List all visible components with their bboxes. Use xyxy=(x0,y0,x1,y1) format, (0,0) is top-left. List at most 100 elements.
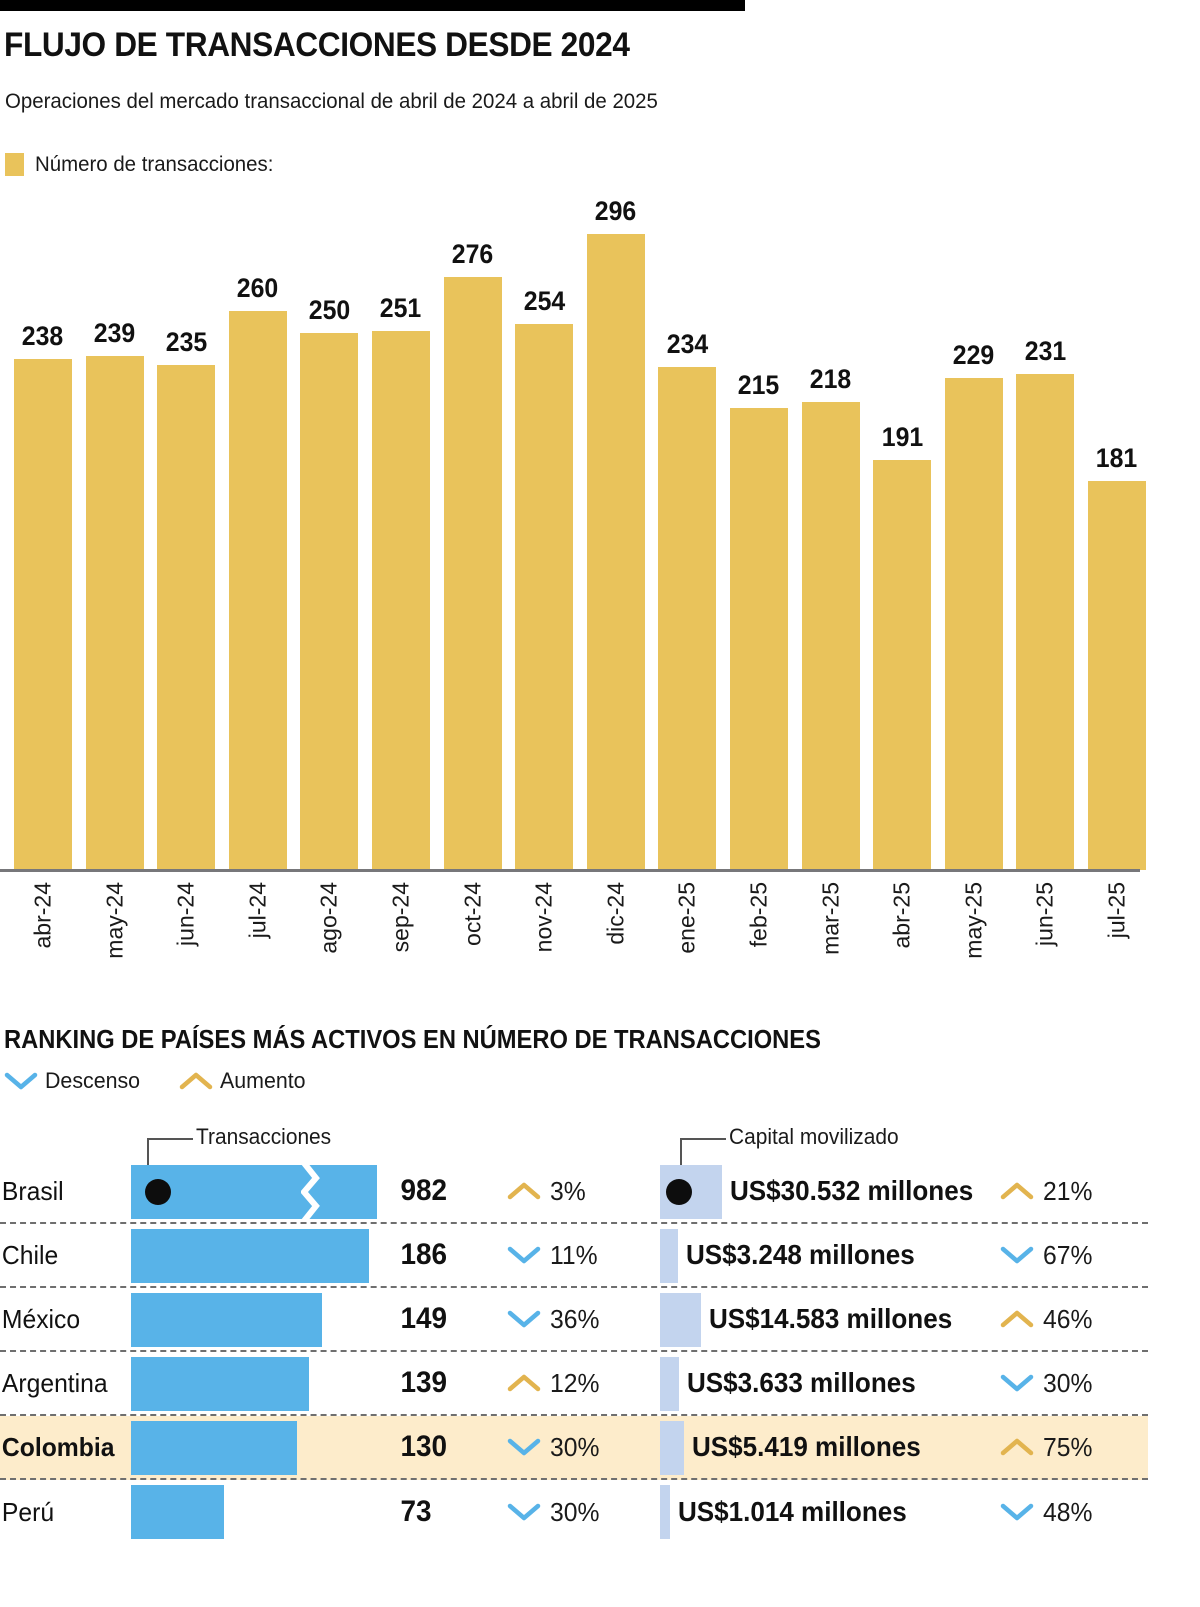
capital-change: 75% xyxy=(1000,1432,1148,1463)
transactions-value: 73 xyxy=(399,1495,431,1528)
capital-value: US$3.248 millones xyxy=(685,1239,915,1270)
bar-rect xyxy=(157,365,216,870)
x-axis-label: may-24 xyxy=(101,882,128,959)
callout-leader-line-2 xyxy=(680,1138,726,1167)
transactions-value: 982 xyxy=(399,1174,447,1207)
table-row: México 149 36% US$14.583 millones 46% xyxy=(0,1288,1148,1352)
capital-bar xyxy=(659,1357,679,1411)
capital-cell: US$1.014 millones xyxy=(659,1480,1000,1544)
capital-value: US$3.633 millones xyxy=(686,1367,916,1398)
bar-rect xyxy=(944,378,1003,870)
transactions-bar xyxy=(131,1421,298,1475)
capital-change: 30% xyxy=(1000,1368,1148,1399)
x-axis-label-cell: ene-25 xyxy=(658,878,716,996)
x-axis-label-cell: jun-24 xyxy=(157,878,215,996)
transactions-change-pct: 12% xyxy=(550,1367,600,1398)
legend-label: Número de transacciones: xyxy=(35,152,274,176)
x-axis-label-cell: jul-25 xyxy=(1088,878,1146,996)
transactions-bar-cell xyxy=(131,1416,392,1478)
transactions-change-pct: 11% xyxy=(550,1239,598,1270)
capital-cell: US$5.419 millones xyxy=(659,1416,1000,1478)
transactions-change: 30% xyxy=(507,1432,660,1463)
x-axis-label-cell: abr-25 xyxy=(873,878,931,996)
capital-bar xyxy=(659,1485,670,1539)
country-name: Colombia xyxy=(1,1431,115,1462)
bar-column: 260 xyxy=(228,190,287,870)
transactions-change-pct: 30% xyxy=(550,1496,600,1527)
bar-value-label: 239 xyxy=(93,318,136,348)
bar-value-label: 296 xyxy=(595,196,637,226)
chart-legend: Número de transacciones: xyxy=(5,152,286,177)
bar-rect xyxy=(515,324,574,870)
x-axis-label: dic-24 xyxy=(602,882,629,945)
legend-aumento-label: Aumento xyxy=(220,1068,306,1093)
chevron-down-icon xyxy=(1000,1503,1034,1521)
bar-value-label: 215 xyxy=(738,370,780,400)
bar-rect xyxy=(300,333,359,870)
chevron-up-icon xyxy=(1000,1182,1034,1200)
legend-descenso-label: Descenso xyxy=(45,1068,141,1093)
bar-value-label: 191 xyxy=(881,422,923,452)
x-axis-label: jun-25 xyxy=(1031,882,1058,946)
capital-value: US$14.583 millones xyxy=(708,1303,953,1334)
capital-change-pct: 30% xyxy=(1043,1367,1093,1398)
transactions-bar-cell xyxy=(131,1352,392,1414)
ranking-title: RANKING DE PAÍSES MÁS ACTIVOS EN NÚMERO … xyxy=(4,1026,821,1054)
chevron-up-icon xyxy=(1000,1310,1034,1328)
bar-column: 231 xyxy=(1016,190,1075,870)
bar-value-label: 250 xyxy=(308,295,351,325)
bar-column: 181 xyxy=(1087,190,1146,870)
bar-rect xyxy=(873,460,932,870)
top-black-rule xyxy=(0,0,745,11)
x-axis-label: abr-25 xyxy=(888,882,915,949)
bar-value-label: 231 xyxy=(1024,336,1067,366)
chevron-up-icon xyxy=(1000,1438,1034,1456)
transactions-bar xyxy=(131,1485,225,1539)
chevron-down-icon xyxy=(507,1438,541,1456)
capital-bar xyxy=(659,1421,684,1475)
page-subtitle: Operaciones del mercado transaccional de… xyxy=(5,89,658,113)
country-name: México xyxy=(1,1303,81,1334)
x-axis-label-cell: jun-25 xyxy=(1016,878,1074,996)
chevron-down-icon xyxy=(507,1503,541,1521)
x-axis-label-cell: jul-24 xyxy=(229,878,287,996)
bar-value-label: 181 xyxy=(1096,443,1138,473)
chart-x-axis-labels: abr-24 may-24 jun-24 jul-24 ago-24 sep-24 oct-… xyxy=(14,878,1146,996)
bar-column: 191 xyxy=(873,190,932,870)
bar-column: 276 xyxy=(443,190,502,870)
transactions-value: 149 xyxy=(399,1302,447,1335)
capital-value: US$1.014 millones xyxy=(677,1496,907,1527)
bar-rect xyxy=(14,359,72,870)
bar-rect xyxy=(85,356,144,870)
bar-rect xyxy=(801,402,860,870)
capital-bar xyxy=(659,1293,701,1347)
transactions-change: 3% xyxy=(507,1176,660,1207)
transactions-change: 12% xyxy=(507,1368,660,1399)
bar-column: 251 xyxy=(371,190,430,870)
country-name: Chile xyxy=(1,1239,59,1270)
transactions-bar xyxy=(131,1293,323,1347)
bar-value-label: 234 xyxy=(666,329,709,359)
table-row: Chile 186 11% US$3.248 millones 67% xyxy=(0,1224,1148,1288)
x-axis-label-cell: feb-25 xyxy=(730,878,788,996)
chevron-down-icon xyxy=(1000,1374,1034,1392)
bar-series: 238 239 235 260 250 251 276 254 296 234 215 218 191 2… xyxy=(14,190,1146,870)
transactions-bar-chart: 238 239 235 260 250 251 276 254 296 234 215 218 191 2… xyxy=(14,190,1146,870)
bar-value-label: 218 xyxy=(809,364,852,394)
table-row: Brasil 982 3% US$30.532 millones 21% xyxy=(0,1160,1148,1224)
x-axis-label-cell: may-24 xyxy=(86,878,144,996)
transactions-bar-cell xyxy=(131,1288,392,1350)
ranking-table: Brasil 982 3% US$30.532 millones 21% Chile 186… xyxy=(0,1160,1148,1544)
transactions-bar-cell xyxy=(131,1160,392,1222)
capital-value: US$5.419 millones xyxy=(691,1431,921,1462)
x-axis-label: jul-25 xyxy=(1103,882,1130,939)
bar-value-label: 235 xyxy=(165,327,207,357)
bar-value-label: 251 xyxy=(380,293,422,323)
x-axis-label: jul-24 xyxy=(244,882,271,939)
transactions-bar xyxy=(131,1357,310,1411)
chevron-up-icon xyxy=(179,1072,213,1090)
bar-column: 296 xyxy=(586,190,645,870)
x-axis-label: jun-24 xyxy=(172,882,199,946)
bar-column: 254 xyxy=(515,190,574,870)
